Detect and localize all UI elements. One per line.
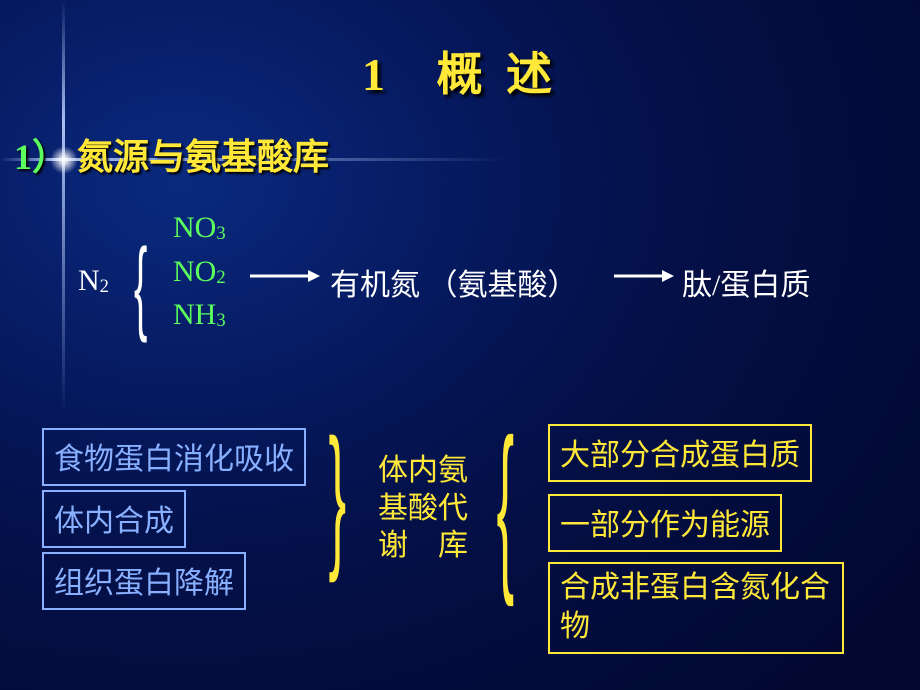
left-box-2: 体内合成 [42,490,186,548]
left-box-2-text: 体内合成 [54,505,174,538]
peptide-protein-label: 肽/蛋白质 [682,260,810,304]
center-pool-label: 体内氨 基酸代 谢 库 [378,452,468,565]
title-text: 概 述 [437,49,559,100]
right-box-1: 大部分合成蛋白质 [548,424,812,482]
right-box-1-text: 大部分合成蛋白质 [560,439,800,472]
page-title: 1 概 述 [0,38,920,104]
section-heading: 1） 氮源与氨基酸库 [14,128,329,180]
n2-base: N [78,264,100,297]
n2-sub: 2 [100,276,109,297]
species-no2: NO2 [173,250,226,294]
species-no3: NO3 [173,206,226,250]
arrow-2-icon [614,266,674,286]
right-box-2-text: 一部分作为能源 [560,509,770,542]
right-box-3-text: 合成非蛋白含氮化合物 [560,571,830,643]
section-number: 1） [14,137,68,177]
left-brace-icon: { [497,404,515,614]
left-box-1: 食物蛋白消化吸收 [42,428,306,486]
right-box-2: 一部分作为能源 [548,494,782,552]
n-species-list: NO3 NO2 NH3 [173,206,226,337]
species-nh3: NH3 [173,293,226,337]
title-number: 1 [362,49,391,100]
right-brace-icon: } [329,409,347,589]
center-line-1: 体内氨 [378,452,468,490]
left-box-1-text: 食物蛋白消化吸收 [54,443,294,476]
left-box-3: 组织蛋白降解 [42,552,246,610]
right-box-3: 合成非蛋白含氮化合物 [548,562,844,654]
center-line-2: 基酸代 [378,490,468,528]
n2-label: N2 [78,264,109,298]
organic-n-label: 有机氮 （氨基酸） [330,260,578,304]
left-brace-icon: { [134,230,147,347]
arrow-1-icon [250,266,320,286]
left-box-3-text: 组织蛋白降解 [54,567,234,600]
center-line-3: 谢 库 [378,527,468,565]
section-text: 氮源与氨基酸库 [77,137,329,177]
